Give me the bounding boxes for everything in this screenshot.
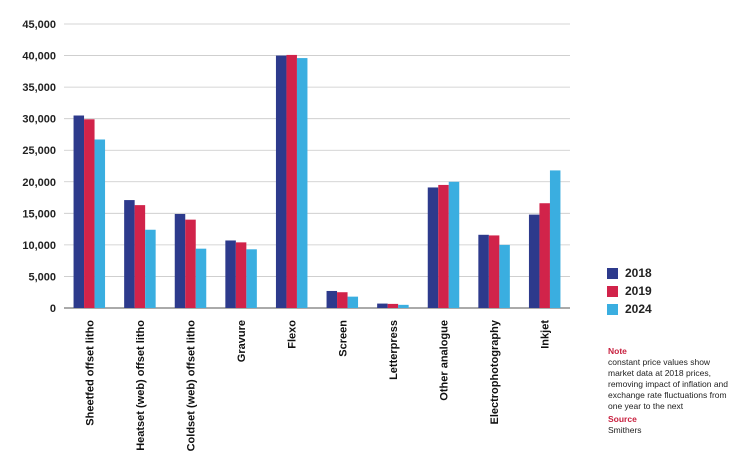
bar-2024 bbox=[195, 248, 207, 308]
x-category-label: Flexo bbox=[287, 320, 299, 349]
bar-2019 bbox=[539, 203, 550, 308]
y-tick-label: 5,000 bbox=[28, 271, 56, 283]
bars bbox=[73, 54, 561, 309]
x-category-label: Heatset (web) offset litho bbox=[135, 320, 147, 451]
bar-2019 bbox=[134, 205, 146, 308]
bar-2019 bbox=[337, 292, 348, 308]
x-category-label: Electrophotography bbox=[489, 319, 501, 424]
bar-2024 bbox=[347, 296, 359, 308]
bar-2024 bbox=[145, 229, 156, 308]
bar-2019 bbox=[488, 235, 500, 308]
bar-2024 bbox=[499, 244, 510, 308]
legend-label: 2024 bbox=[625, 302, 652, 316]
legend-swatch-2024 bbox=[607, 303, 618, 315]
bar-2019 bbox=[286, 54, 297, 309]
bar-2024 bbox=[296, 58, 308, 308]
notes-panel: Note constant price values show market d… bbox=[608, 346, 738, 436]
bar-2018 bbox=[275, 55, 287, 308]
bar-2018 bbox=[377, 303, 388, 308]
x-category-label: Sheetfed offset litho bbox=[84, 320, 96, 426]
x-category-label: Gravure bbox=[236, 320, 248, 362]
y-tick-label: 0 bbox=[50, 303, 56, 315]
bar-2024 bbox=[246, 249, 257, 308]
legend-label: 2019 bbox=[625, 284, 652, 298]
legend-swatch-2019 bbox=[607, 285, 618, 297]
legend-item-2018: 2018 bbox=[607, 264, 652, 282]
x-category-label: Inkjet bbox=[540, 320, 552, 349]
note-text: constant price values show market data a… bbox=[608, 357, 729, 411]
bar-2018 bbox=[124, 200, 135, 308]
bar-2019 bbox=[185, 219, 196, 308]
bar-2019 bbox=[387, 303, 399, 308]
y-tick-label: 20,000 bbox=[22, 177, 56, 189]
bar-2018 bbox=[427, 187, 439, 308]
source-heading: Source bbox=[608, 414, 637, 424]
y-tick-label: 15,000 bbox=[22, 208, 56, 220]
y-tick-label: 45,000 bbox=[22, 19, 56, 31]
x-category-label: Letterpress bbox=[388, 320, 400, 380]
bar-2019 bbox=[235, 242, 247, 308]
bar-2018 bbox=[326, 290, 338, 308]
bar-2024 bbox=[448, 181, 460, 308]
y-tick-label: 25,000 bbox=[22, 145, 56, 157]
y-tick-label: 35,000 bbox=[22, 82, 56, 94]
legend-item-2019: 2019 bbox=[607, 282, 652, 300]
bar-2018 bbox=[225, 240, 236, 308]
x-category-label: Screen bbox=[337, 320, 349, 357]
bar-2018 bbox=[174, 213, 186, 308]
bar-2024 bbox=[549, 170, 561, 308]
bar-2018 bbox=[478, 234, 489, 308]
y-tick-label: 40,000 bbox=[22, 51, 56, 63]
y-tick-label: 10,000 bbox=[22, 240, 56, 252]
legend-swatch-2018 bbox=[607, 267, 618, 279]
legend-item-2024: 2024 bbox=[607, 300, 652, 318]
x-axis-categories: Sheetfed offset litho Heatset (web) offse… bbox=[84, 319, 551, 451]
legend-label: 2018 bbox=[625, 266, 652, 280]
bar-2018 bbox=[73, 115, 85, 308]
bar-2018 bbox=[528, 214, 540, 308]
source-text: Smithers bbox=[608, 425, 642, 435]
bar-2024 bbox=[94, 139, 106, 308]
y-tick-label: 30,000 bbox=[22, 114, 56, 126]
legend: 2018 2019 2024 bbox=[607, 264, 652, 318]
x-category-label: Other analogue bbox=[439, 320, 451, 401]
y-axis-ticks: 0 5,000 10,000 15,000 20,000 25,000 30,000 35,0… bbox=[22, 19, 56, 315]
bar-2019 bbox=[84, 119, 95, 308]
x-category-label: Coldset (web) offset litho bbox=[186, 320, 198, 452]
note-heading: Note bbox=[608, 346, 627, 356]
bar-2024 bbox=[398, 304, 409, 308]
bar-2019 bbox=[438, 184, 449, 308]
